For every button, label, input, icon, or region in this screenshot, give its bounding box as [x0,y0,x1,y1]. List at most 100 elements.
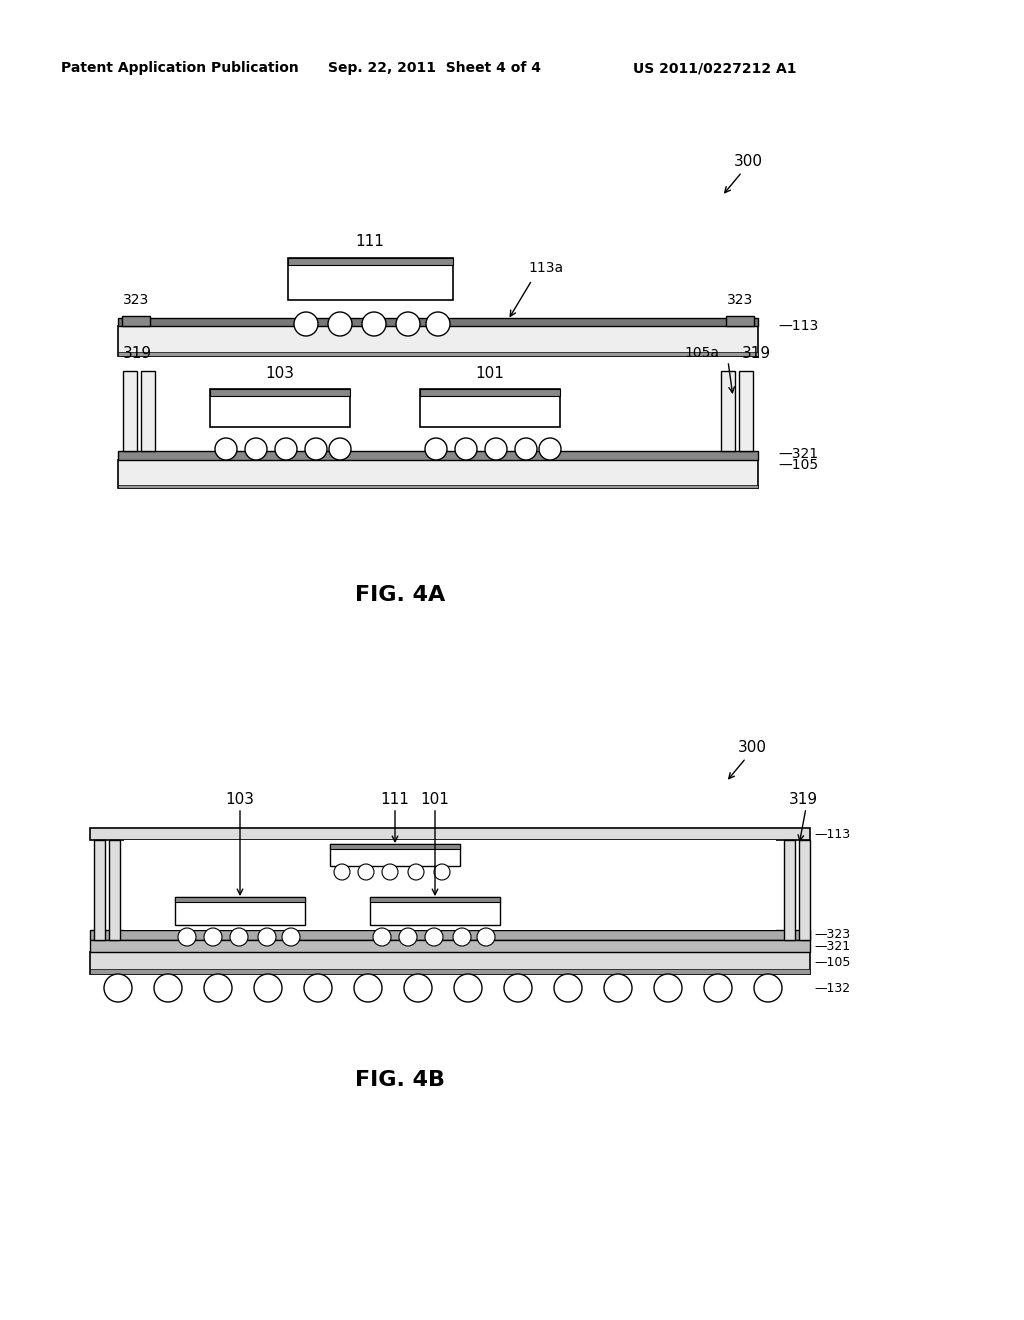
Text: 323: 323 [123,293,150,308]
Bar [784,840,795,940]
Bar [118,484,758,488]
Circle shape [396,312,420,337]
Bar [141,371,155,451]
Bar [90,828,810,840]
Circle shape [404,974,432,1002]
Circle shape [154,974,182,1002]
Circle shape [204,974,232,1002]
Circle shape [455,438,477,459]
Text: —323: —323 [814,928,850,941]
Circle shape [485,438,507,459]
Circle shape [204,928,222,946]
Circle shape [425,928,443,946]
Bar [118,459,758,488]
Circle shape [754,974,782,1002]
Bar [109,840,120,940]
Bar [123,371,137,451]
Bar [90,969,810,974]
Bar [118,318,758,326]
Bar [420,389,560,396]
Circle shape [434,865,450,880]
Bar [124,840,776,931]
Text: 103: 103 [225,792,255,808]
Text: —105: —105 [814,957,850,969]
Circle shape [426,312,450,337]
Circle shape [373,928,391,946]
Bar [330,843,460,866]
Circle shape [504,974,532,1002]
Circle shape [215,438,237,459]
Bar [420,389,560,426]
Circle shape [408,865,424,880]
Text: —132: —132 [814,982,850,994]
Text: 111: 111 [381,792,410,808]
Bar [288,257,453,265]
Text: 319: 319 [788,792,817,808]
Circle shape [604,974,632,1002]
Bar [175,898,305,902]
Bar [118,352,758,356]
Text: —321: —321 [814,940,850,953]
Text: —113: —113 [778,319,818,333]
Text: 105a: 105a [684,346,719,360]
Circle shape [539,438,561,459]
Circle shape [275,438,297,459]
Circle shape [362,312,386,337]
Circle shape [358,865,374,880]
Circle shape [453,928,471,946]
Circle shape [454,974,482,1002]
Circle shape [554,974,582,1002]
Bar [739,371,753,451]
Bar [118,451,758,459]
Bar [175,898,305,925]
Circle shape [334,865,350,880]
Text: FIG. 4B: FIG. 4B [355,1071,445,1090]
Circle shape [425,438,447,459]
Bar [122,315,150,326]
Bar [330,843,460,849]
Text: —105: —105 [778,458,818,473]
Circle shape [354,974,382,1002]
Bar [799,840,810,940]
Circle shape [477,928,495,946]
Bar [288,257,453,300]
Bar [370,898,500,902]
Text: —321: —321 [778,447,818,461]
Circle shape [705,974,732,1002]
Bar [90,952,810,974]
Text: —113: —113 [814,828,850,841]
Text: Patent Application Publication: Patent Application Publication [61,61,299,75]
Circle shape [104,974,132,1002]
Circle shape [304,974,332,1002]
Bar [94,840,105,940]
Circle shape [254,974,282,1002]
Bar [90,931,810,940]
Text: 319: 319 [741,346,771,360]
Circle shape [245,438,267,459]
Circle shape [178,928,196,946]
Bar [90,940,810,952]
Circle shape [328,312,352,337]
Bar [726,315,754,326]
Text: 300: 300 [733,154,763,169]
Text: US 2011/0227212 A1: US 2011/0227212 A1 [633,61,797,75]
Bar [210,389,350,396]
Circle shape [305,438,327,459]
Text: 101: 101 [421,792,450,808]
Circle shape [282,928,300,946]
Text: 101: 101 [475,366,505,380]
Text: 113a: 113a [528,261,563,275]
Text: 103: 103 [265,366,295,380]
Bar [370,898,500,925]
Text: 111: 111 [355,235,384,249]
Bar [210,389,350,426]
Circle shape [329,438,351,459]
Bar [721,371,735,451]
Text: Sep. 22, 2011  Sheet 4 of 4: Sep. 22, 2011 Sheet 4 of 4 [329,61,542,75]
Circle shape [258,928,276,946]
Circle shape [382,865,398,880]
Circle shape [230,928,248,946]
Text: 319: 319 [123,346,152,360]
Circle shape [654,974,682,1002]
Circle shape [399,928,417,946]
